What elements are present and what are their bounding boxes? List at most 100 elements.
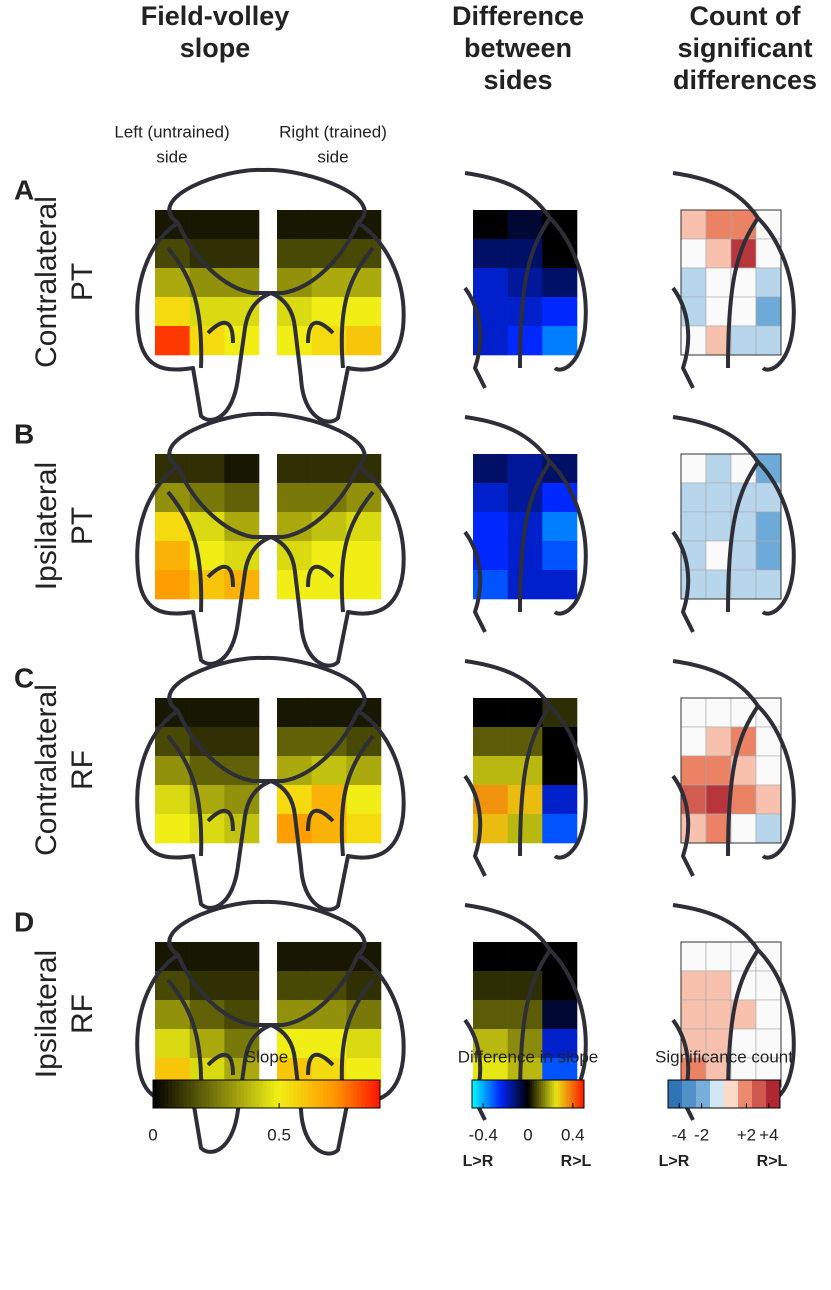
row-label: Contralateral (30, 684, 63, 856)
colorbar-swatch (576, 1080, 579, 1108)
count-cell (705, 697, 732, 728)
count-cell (755, 755, 782, 786)
colorbar-title: Slope (245, 1047, 288, 1066)
count-cell (680, 755, 707, 786)
slope-cell (346, 483, 382, 513)
count-cell (680, 726, 707, 757)
colorbar-swatch (574, 1080, 577, 1108)
slope-cell (224, 785, 260, 815)
slope-cell (224, 727, 260, 757)
difference-cell (542, 297, 578, 327)
slope-cell (155, 1029, 190, 1059)
colorbar-swatch (488, 1080, 492, 1108)
slope-cell (189, 698, 225, 728)
colorbar-swatch (236, 1080, 241, 1108)
slope-cell (189, 756, 225, 786)
slope-cell (155, 326, 190, 356)
count-cell (755, 540, 782, 571)
colorbar-swatch (258, 1080, 264, 1108)
count-cell (680, 453, 707, 484)
colorbar-swatch (535, 1080, 538, 1108)
colorbar-swatch (183, 1080, 188, 1108)
row-label: RF (66, 750, 99, 790)
brain-outline (135, 411, 406, 668)
colorbar-swatch (330, 1080, 335, 1108)
slope-cell (277, 483, 312, 513)
difference-cell (542, 570, 578, 600)
count-cell (755, 325, 782, 356)
colorbar-swatch (580, 1080, 583, 1108)
colorbar-swatch (296, 1080, 301, 1108)
colorbar-tick-label: +4 (759, 1125, 778, 1144)
difference-cell (507, 210, 543, 240)
count-cell (755, 569, 782, 600)
column-header: Difference (452, 1, 584, 31)
colorbar-swatch (315, 1080, 320, 1108)
colorbar-swatch (522, 1080, 525, 1108)
slope-cell (277, 698, 312, 728)
row-label: Ipsilateral (30, 462, 63, 590)
colorbar-swatch (292, 1080, 298, 1108)
count-cell (680, 941, 707, 972)
slope-cell (224, 541, 260, 571)
colorbar-title: Significance count (655, 1047, 793, 1066)
colorbar-swatch (483, 1080, 486, 1108)
colorbar-swatch (752, 1080, 767, 1108)
brain-outline (463, 415, 588, 633)
difference-cell (542, 756, 578, 786)
count-cell (680, 999, 707, 1030)
difference-cell (473, 698, 508, 728)
slope-cell (189, 326, 225, 356)
slope-cell (189, 268, 225, 298)
colorbar-swatch (194, 1080, 199, 1108)
brain-outline (671, 171, 796, 389)
difference-cell (473, 512, 508, 542)
difference-cell (473, 239, 508, 269)
count-cell (755, 999, 782, 1030)
colorbar-swatch (526, 1080, 529, 1108)
count-cell (705, 784, 732, 815)
colorbar-swatch (520, 1080, 523, 1108)
count-cell (705, 726, 732, 757)
difference-cell (542, 326, 578, 356)
difference-cell (507, 326, 543, 356)
slope-cell (311, 756, 347, 786)
slope-cell (189, 454, 225, 484)
colorbar-swatch (500, 1080, 503, 1108)
slope-cell (189, 942, 225, 972)
difference-cell (507, 541, 543, 571)
colorbar-end-label: L>R (659, 1153, 690, 1170)
colorbar-swatch (319, 1080, 324, 1108)
slope-cell (155, 814, 190, 844)
colorbar-swatch (251, 1080, 256, 1108)
colorbar-end-label: R>L (757, 1153, 788, 1170)
colorbar-tick-label: 0.4 (561, 1125, 585, 1144)
slope-cell (189, 210, 225, 240)
colorbar-swatch (289, 1080, 294, 1108)
colorbar-swatch (569, 1080, 572, 1108)
row-label: PT (66, 263, 99, 301)
row-label: Contralateral (30, 196, 63, 368)
colorbar-swatch (501, 1080, 505, 1108)
difference-cell (507, 570, 543, 600)
panel-letter: B (14, 418, 34, 449)
count-cell (730, 784, 757, 815)
slope-cell (224, 942, 260, 972)
slope-cell (311, 268, 347, 298)
colorbar-swatch (209, 1080, 214, 1108)
colorbar-swatch (477, 1080, 480, 1108)
colorbar-swatch (160, 1080, 165, 1108)
colorbar-swatch (353, 1080, 358, 1108)
slope-cell (224, 698, 260, 728)
side-label: Left (untrained) (114, 122, 229, 141)
difference-cell (473, 756, 508, 786)
brain-outline (463, 659, 588, 877)
colorbar-swatch (372, 1080, 377, 1108)
count-cell (680, 238, 707, 269)
colorbar-swatch (224, 1080, 230, 1108)
slope-cell (189, 1000, 225, 1030)
difference-cell (507, 297, 543, 327)
colorbar-swatch (668, 1080, 683, 1108)
colorbar-swatch (494, 1080, 497, 1108)
colorbar-swatch (511, 1080, 514, 1108)
